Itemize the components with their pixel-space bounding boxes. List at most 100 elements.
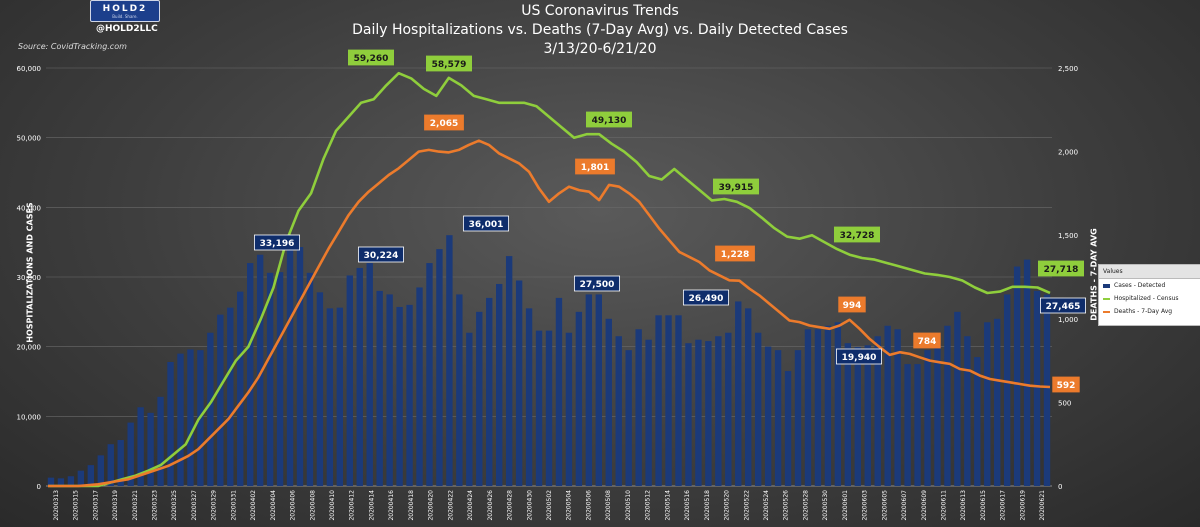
deaths-callout-box — [575, 158, 615, 175]
case-bar — [505, 256, 513, 486]
case-bar — [565, 332, 573, 486]
x-tick-label: 20200321 — [132, 490, 139, 521]
y-tick-label: 20,000 — [17, 344, 42, 352]
legend-item-cases[interactable]: Cases - Detected — [1099, 279, 1200, 292]
case-bar — [705, 341, 712, 486]
case-bar — [595, 294, 602, 486]
case-bar — [754, 332, 762, 486]
x-tick-label: 20200528 — [802, 490, 809, 521]
twitter-handle: @HOLD2LLC — [96, 24, 158, 34]
x-tick-label: 20200430 — [526, 490, 533, 521]
x-tick-label: 20200317 — [92, 490, 99, 521]
case-bar — [854, 347, 861, 486]
case-bar — [396, 306, 403, 486]
case-bar — [57, 478, 65, 486]
cases-callout-text: 36,001 — [469, 220, 504, 230]
x-tick-label: 20200412 — [349, 490, 356, 521]
y2-tick-label: 2,000 — [1058, 149, 1078, 157]
case-bar — [77, 470, 85, 486]
deaths-callout: 784 — [913, 332, 941, 349]
x-tick-label: 20200504 — [566, 490, 573, 521]
case-bar — [107, 444, 114, 486]
chart-titles: US Coronavirus Trends Daily Hospitalizat… — [0, 2, 1200, 59]
case-bar — [147, 412, 154, 486]
case-bar — [974, 357, 981, 486]
cases-callout: 27,500 — [574, 275, 621, 292]
deaths-callout-text: 1,228 — [721, 250, 749, 260]
x-tick-label: 20200313 — [53, 490, 60, 521]
hosp-callout-box — [425, 55, 472, 72]
hosp-callout: 59,260 — [347, 49, 394, 66]
x-tick-label: 20200524 — [763, 490, 770, 521]
case-bar — [187, 349, 194, 486]
case-bar — [824, 325, 832, 486]
logo-wordmark: HOLD2 — [102, 3, 148, 14]
case-bar — [117, 440, 124, 486]
case-bar — [406, 304, 413, 486]
legend-item-hospitalized[interactable]: Hospitalized - Census — [1099, 292, 1200, 305]
case-bar — [635, 329, 642, 486]
case-bar — [157, 396, 164, 486]
chart-subtitle: Daily Hospitalizations vs. Deaths (7-Day… — [352, 22, 848, 38]
case-bar — [416, 287, 423, 486]
cases-callout-box — [574, 275, 621, 292]
y2-tick-label: 1,000 — [1058, 316, 1078, 324]
cases-callout-box — [683, 289, 730, 306]
logo-tagline: Build. Share. — [112, 13, 138, 19]
x-tick-label: 20200404 — [270, 490, 277, 521]
x-tick-label: 20200502 — [546, 490, 553, 521]
x-tick-label: 20200621 — [1039, 490, 1046, 521]
case-bar — [336, 307, 344, 486]
case-bar — [306, 272, 314, 486]
hosp-callout: 27,718 — [1038, 260, 1085, 277]
case-bar — [286, 245, 294, 486]
cases-bars — [47, 235, 1051, 486]
x-tick-label: 20200416 — [388, 490, 395, 521]
cases-callout: 19,940 — [836, 348, 883, 365]
x-tick-label: 20200315 — [73, 490, 80, 521]
x-tick-label: 20200408 — [309, 490, 316, 521]
x-tick-label: 20200402 — [250, 490, 257, 521]
deaths-line — [48, 139, 1051, 488]
y2-tick-label: 0 — [1058, 483, 1062, 491]
legend: Values Cases - Detected Hospitalized - C… — [1098, 264, 1200, 326]
hosp-callout: 49,130 — [586, 111, 633, 128]
case-bar — [276, 272, 284, 486]
case-bar — [167, 361, 174, 486]
case-bar — [924, 350, 931, 486]
x-tick-label: 20200512 — [645, 490, 652, 521]
cases-callout-text: 30,224 — [364, 251, 399, 261]
x-tick-label: 20200619 — [1019, 490, 1026, 521]
hosp-callout: 58,579 — [425, 55, 472, 72]
hosp-callout-text: 27,718 — [1044, 265, 1079, 275]
hosp-callout-text: 49,130 — [592, 116, 627, 126]
case-bar — [525, 308, 533, 486]
case-bar — [316, 292, 324, 486]
x-tick-label: 20200514 — [664, 490, 671, 521]
deaths-callout-text: 784 — [918, 337, 937, 347]
y-tick-label: 50,000 — [17, 135, 42, 143]
deaths-callout-text: 2,065 — [430, 119, 458, 129]
case-bar — [87, 465, 95, 486]
cases-callout-box — [462, 215, 509, 232]
case-bar — [47, 477, 55, 486]
legend-item-deaths[interactable]: Deaths - 7-Day Avg — [1099, 305, 1200, 318]
case-bar — [615, 336, 622, 486]
y2-tick-label: 1,500 — [1058, 232, 1078, 240]
x-tick-label: 20200520 — [724, 490, 731, 521]
case-bar — [804, 329, 812, 486]
cases-callout: 30,224 — [357, 246, 404, 263]
case-bar — [426, 263, 433, 486]
hold2-logo: HOLD2 Build. Share. — [90, 0, 160, 22]
case-bar — [67, 476, 75, 486]
legend-label-hospitalized: Hospitalized - Census — [1114, 295, 1179, 302]
x-tick-label: 20200327 — [191, 490, 198, 521]
y-tick-label: 60,000 — [17, 65, 42, 73]
hosp-callout-box — [713, 178, 760, 195]
x-tick-label: 20200422 — [447, 490, 454, 521]
deaths-callout-box — [913, 332, 941, 349]
hosp-callout-box — [1038, 260, 1085, 277]
x-tick-label: 20200410 — [329, 490, 336, 521]
deaths-callout: 1,228 — [715, 245, 755, 262]
case-bar — [725, 332, 732, 486]
